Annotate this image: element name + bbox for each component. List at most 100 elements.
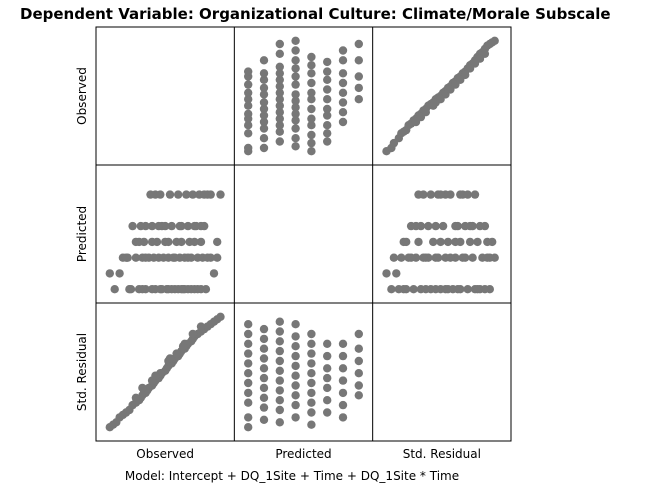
data-point bbox=[291, 332, 300, 341]
data-point bbox=[275, 327, 284, 336]
data-point bbox=[406, 253, 416, 262]
matrix-frame bbox=[95, 26, 512, 442]
data-point bbox=[443, 237, 453, 247]
data-point bbox=[244, 109, 253, 119]
panel-predictedvs-std-residual bbox=[382, 190, 499, 294]
data-point bbox=[147, 285, 157, 294]
data-point bbox=[354, 356, 363, 366]
data-point bbox=[338, 88, 348, 98]
data-point bbox=[291, 371, 300, 380]
data-point bbox=[389, 253, 399, 262]
data-point bbox=[411, 221, 421, 231]
data-point bbox=[291, 96, 300, 106]
data-point bbox=[128, 221, 137, 231]
data-point bbox=[259, 98, 269, 107]
data-point bbox=[259, 124, 269, 133]
data-point bbox=[354, 56, 363, 65]
data-point bbox=[259, 373, 269, 383]
data-point bbox=[216, 190, 225, 199]
data-point bbox=[275, 418, 284, 427]
row-label: Predicted bbox=[75, 206, 89, 262]
data-point bbox=[468, 221, 477, 231]
data-point bbox=[131, 393, 141, 402]
data-point bbox=[156, 190, 165, 199]
data-point bbox=[291, 124, 300, 133]
data-point bbox=[436, 237, 445, 247]
data-point bbox=[275, 69, 284, 78]
row-label: Std. Residual bbox=[75, 333, 89, 411]
data-point bbox=[291, 80, 300, 89]
data-point bbox=[146, 190, 155, 199]
data-point bbox=[275, 386, 284, 395]
panel-observedvs-predicted bbox=[244, 36, 363, 156]
data-point bbox=[291, 142, 300, 151]
data-point bbox=[323, 57, 332, 67]
column-label: Std. Residual bbox=[403, 447, 481, 461]
data-point bbox=[259, 324, 269, 334]
data-point bbox=[323, 383, 332, 393]
data-point bbox=[167, 221, 176, 231]
data-point bbox=[161, 221, 170, 231]
data-point bbox=[354, 83, 363, 93]
data-point bbox=[456, 75, 465, 85]
data-point bbox=[392, 269, 401, 278]
data-point bbox=[105, 269, 115, 278]
data-point bbox=[275, 317, 284, 326]
data-point bbox=[456, 190, 465, 199]
data-point bbox=[323, 121, 332, 130]
data-point bbox=[451, 221, 460, 231]
data-point bbox=[203, 253, 212, 262]
data-point bbox=[307, 95, 316, 104]
panel-std-residualvs-predicted bbox=[244, 317, 363, 432]
data-point bbox=[259, 403, 269, 412]
data-point bbox=[200, 190, 209, 199]
data-point bbox=[167, 285, 176, 294]
panel-predictedvs-observed bbox=[105, 190, 225, 294]
data-point bbox=[291, 116, 300, 125]
data-point bbox=[170, 253, 180, 262]
data-point bbox=[115, 269, 124, 278]
data-point bbox=[433, 253, 443, 262]
data-point bbox=[259, 415, 269, 424]
data-point bbox=[275, 376, 284, 385]
data-point bbox=[259, 75, 269, 85]
data-point bbox=[259, 134, 269, 143]
data-point bbox=[338, 117, 348, 127]
data-point bbox=[323, 95, 332, 104]
data-point bbox=[414, 237, 423, 247]
data-point bbox=[164, 237, 173, 247]
data-point bbox=[244, 67, 253, 76]
data-point bbox=[338, 46, 348, 55]
data-point bbox=[188, 190, 197, 199]
data-point bbox=[354, 369, 363, 378]
data-point bbox=[446, 85, 455, 94]
data-point bbox=[259, 90, 269, 99]
data-point bbox=[323, 396, 332, 405]
data-point bbox=[463, 190, 472, 199]
data-point bbox=[275, 366, 284, 375]
data-point bbox=[244, 349, 253, 358]
data-point bbox=[244, 88, 253, 98]
data-point bbox=[468, 253, 477, 262]
data-point bbox=[275, 62, 284, 71]
data-point bbox=[473, 285, 482, 294]
data-point bbox=[244, 339, 253, 348]
data-point bbox=[141, 253, 150, 262]
data-point bbox=[291, 46, 300, 55]
data-point bbox=[134, 237, 144, 247]
data-point bbox=[275, 114, 284, 123]
data-point bbox=[453, 285, 462, 294]
data-point bbox=[429, 237, 438, 247]
data-point bbox=[485, 253, 494, 262]
data-point bbox=[165, 190, 175, 199]
data-point bbox=[244, 359, 253, 368]
data-point bbox=[323, 67, 332, 76]
data-point bbox=[307, 114, 316, 123]
data-point bbox=[275, 356, 284, 366]
data-point bbox=[409, 285, 418, 294]
data-point bbox=[244, 388, 253, 398]
data-point bbox=[216, 312, 225, 321]
data-point bbox=[275, 49, 284, 58]
data-point bbox=[291, 391, 300, 400]
data-point bbox=[138, 285, 147, 294]
